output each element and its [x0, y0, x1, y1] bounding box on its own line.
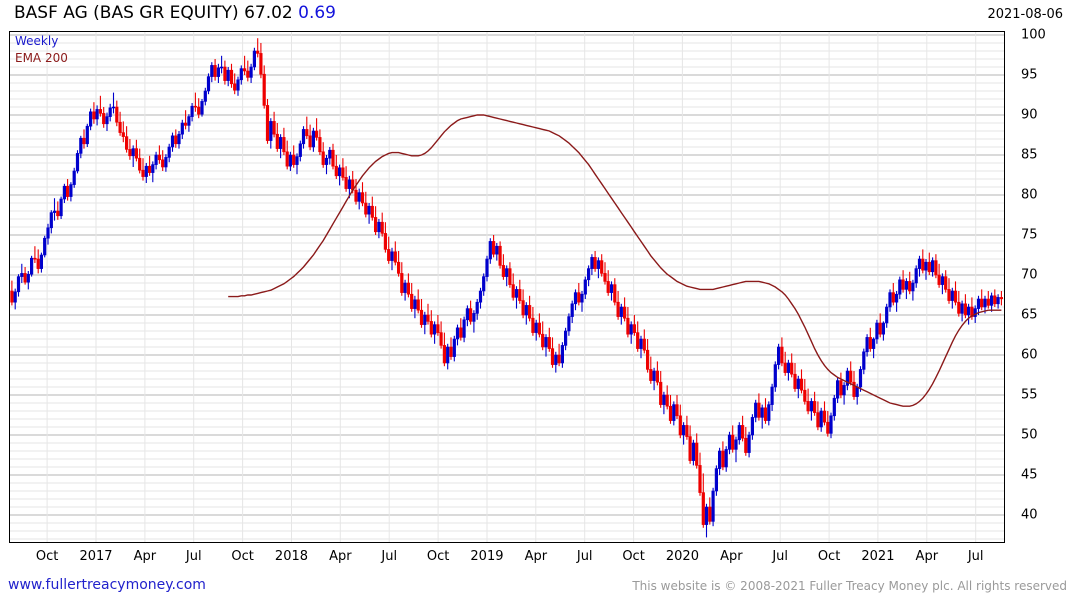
x-axis-tick: Apr [524, 549, 548, 564]
x-axis-tick: 2017 [79, 549, 113, 564]
x-axis-tick: 2018 [274, 549, 309, 564]
plot-area[interactable]: Weekly EMA 200 [9, 31, 1005, 543]
x-axis-tick: Apr [133, 549, 157, 564]
y-axis-tick: 65 [1021, 307, 1038, 323]
y-axis-tick: 95 [1021, 67, 1038, 83]
legend-interval: Weekly [15, 34, 59, 48]
x-axis-tick: Apr [329, 549, 352, 564]
y-axis-tick: 70 [1021, 267, 1038, 283]
y-axis-tick: 55 [1021, 387, 1038, 403]
y-axis-tick: 75 [1021, 227, 1038, 243]
x-axis-tick: 2020 [665, 549, 699, 564]
site-link[interactable]: www.fullertreacymoney.com [8, 577, 206, 593]
x-axis-tick: Oct [817, 549, 841, 564]
x-axis-tick: Oct [231, 549, 254, 564]
price-chart-svg [9, 31, 1005, 543]
x-axis-tick: Oct [35, 549, 59, 564]
y-axis-tick: 80 [1021, 187, 1038, 203]
x-axis-tick: 2019 [470, 549, 504, 564]
x-axis-tick: Apr [915, 549, 939, 564]
y-axis-tick: 85 [1021, 147, 1038, 163]
price-change: 0.69 [298, 3, 336, 23]
x-axis-tick: Jul [967, 549, 984, 564]
x-axis-tick: 2021 [861, 549, 895, 564]
y-axis-tick: 50 [1021, 427, 1038, 443]
y-axis-tick: 40 [1021, 507, 1038, 523]
y-axis-tick: 45 [1021, 467, 1038, 483]
plot-frame [9, 31, 1005, 543]
x-axis-tick: Jul [772, 549, 789, 564]
ema-200-line [228, 114, 1002, 407]
x-axis-tick: Oct [426, 549, 450, 564]
x-axis-tick: Apr [720, 549, 743, 564]
y-axis-tick: 90 [1021, 107, 1038, 123]
y-axis-tick: 100 [1021, 27, 1046, 43]
x-axis-tick: Jul [576, 549, 593, 564]
chart-date: 2021-08-06 [987, 7, 1063, 22]
legend-ema: EMA 200 [15, 51, 68, 65]
copyright-notice: This website is © 2008-2021 Fuller Treac… [632, 579, 1067, 593]
chart-title: BASF AG (BAS GR EQUITY) 67.02 0.69 [14, 3, 336, 23]
vertical-gridlines [46, 31, 977, 543]
x-axis-tick: Jul [185, 549, 202, 564]
x-axis-tick: Jul [381, 549, 398, 564]
y-axis-tick: 60 [1021, 347, 1038, 363]
x-axis-tick: Oct [622, 549, 645, 564]
candlestick-series [10, 38, 1003, 538]
minor-gridlines [9, 42, 1005, 540]
chart-title-text: BASF AG (BAS GR EQUITY) 67.02 [14, 3, 293, 23]
